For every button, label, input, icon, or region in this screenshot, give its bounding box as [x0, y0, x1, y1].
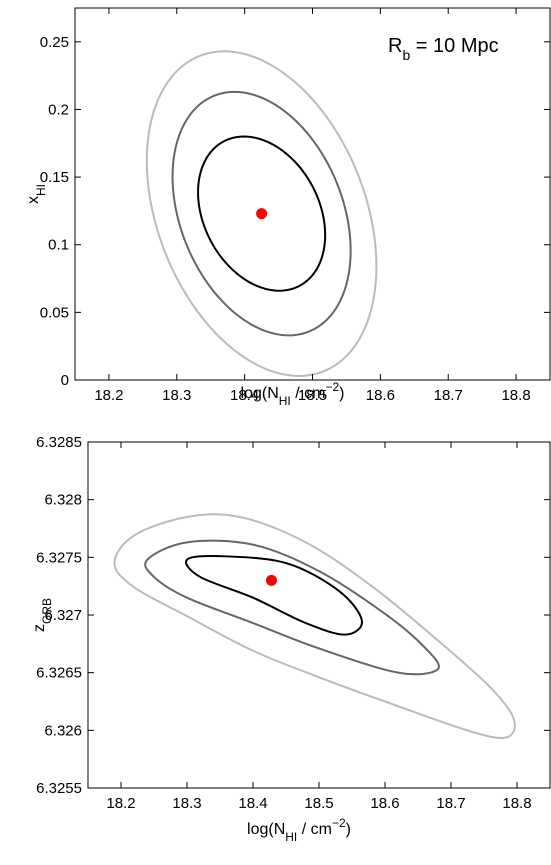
annotation-rb: Rb = 10 Mpc [388, 35, 499, 63]
plot-area-bottom [87, 441, 551, 789]
contour-level-2 [171, 90, 352, 337]
plot-area-top [74, 7, 551, 381]
x-tick-label: 18.8 [501, 387, 530, 404]
x-axis-label-top: log(NHI / cm−2) [241, 380, 345, 408]
x-axis-label-bottom: log(NHI / cm−2) [247, 816, 351, 844]
y-axis-label-bottom: zGRB [31, 598, 54, 632]
x-tick-label: 18.8 [502, 795, 531, 812]
x-tick-label: 18.5 [304, 795, 333, 812]
x-tick-label: 18.7 [436, 795, 465, 812]
ticks-top: 18.2 18.3 18.4 18.5 18.6 18.7 18.8 0 0.05 0.1 0.15… [40, 8, 550, 404]
best-fit-point [256, 208, 268, 220]
y-tick-label: 0 [61, 372, 69, 389]
x-tick-label: 18.6 [366, 387, 395, 404]
panel-bottom: 18.2 18.3 18.4 18.5 18.6 18.7 18.8 6.3255 6.326 6… [31, 434, 551, 844]
y-tick-label: 6.328 [44, 492, 82, 509]
y-axis-label-top: xHI [25, 184, 48, 204]
contour-level-1 [197, 135, 327, 292]
y-tick-label: 0.2 [48, 101, 69, 118]
x-tick-label: 18.7 [434, 387, 463, 404]
contours-top [145, 50, 378, 377]
y-tick-label: 6.326 [44, 722, 82, 739]
ticks-bottom: 18.2 18.3 18.4 18.5 18.6 18.7 18.8 6.3255 6.326 6… [36, 434, 550, 812]
y-tick-label: 6.3265 [36, 665, 82, 682]
contour-level-1 [185, 554, 363, 636]
x-tick-label: 18.3 [162, 387, 191, 404]
contour-level-3 [145, 50, 378, 377]
x-tick-label: 18.3 [172, 795, 201, 812]
y-tick-label: 0.1 [48, 237, 69, 254]
x-tick-label: 18.2 [106, 795, 135, 812]
contour-level-2 [144, 539, 440, 676]
x-tick-label: 18.2 [94, 387, 123, 404]
contours-bottom [113, 513, 516, 740]
x-tick-label: 18.5 [298, 387, 327, 404]
y-tick-label: 6.3255 [36, 780, 82, 797]
contour-level-3 [113, 513, 516, 740]
y-tick-label: 0.15 [40, 169, 69, 186]
y-tick-label: 6.3275 [36, 549, 82, 566]
y-tick-label: 0.25 [40, 34, 69, 51]
y-tick-label: 6.3285 [36, 434, 82, 451]
y-tick-label: 0.05 [40, 304, 69, 321]
x-tick-label: 18.4 [238, 795, 267, 812]
y-tick-label: 6.327 [44, 607, 82, 624]
x-tick-label: 18.4 [230, 387, 259, 404]
best-fit-point [265, 574, 277, 586]
annotation-sub: b [402, 47, 410, 63]
panel-top: 18.2 18.3 18.4 18.5 18.6 18.7 18.8 0 0.05 0.1 0.15… [25, 7, 551, 408]
x-tick-label: 18.6 [370, 795, 399, 812]
